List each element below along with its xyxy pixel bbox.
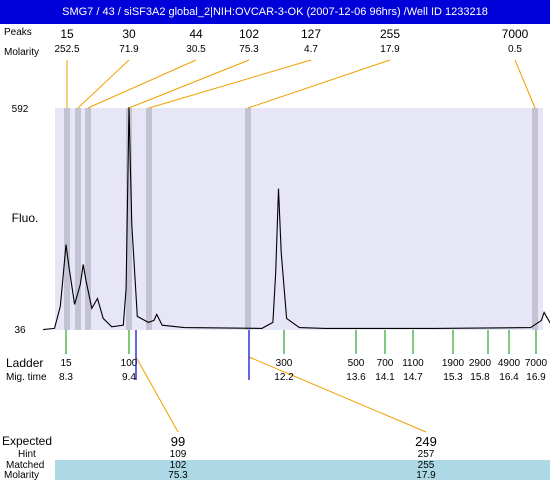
peak-callout-line: [514, 59, 536, 109]
ladder-size-label: 2900: [469, 358, 492, 369]
ladder-row-label: Ladder: [6, 356, 43, 370]
peak-size-label: 44: [189, 27, 203, 41]
ladder-size-label: 700: [377, 358, 394, 369]
ladder-size-label: 300: [276, 358, 293, 369]
peak-molarity-label: 4.7: [304, 44, 318, 55]
peak-size-label: 30: [122, 27, 136, 41]
peak-size-label: 102: [239, 27, 259, 41]
hint-value-label: 257: [418, 449, 435, 460]
peak-size-label: 15: [60, 27, 74, 41]
window-title: SMG7 / 43 / siSF3A2 global_2|NIH:OVCAR-3…: [0, 0, 550, 24]
expected-molarity-label: 75.3: [168, 470, 188, 480]
peak-band: [75, 108, 81, 330]
peaks-row-label: Peaks: [4, 27, 32, 38]
ladder-mig-time-label: 13.6: [346, 372, 366, 383]
y-tick-label: 36: [14, 325, 26, 336]
expected-size-label: 99: [171, 434, 185, 449]
matched-value-label: 102: [170, 460, 187, 471]
peak-size-label: 7000: [502, 27, 529, 41]
ladder-size-label: 1900: [442, 358, 465, 369]
peak-band: [146, 108, 152, 330]
ladder-mig-time-label: 14.7: [403, 372, 423, 383]
expected-molarity-label: 17.9: [416, 470, 436, 480]
peak-callout-line: [77, 59, 130, 109]
peak-callout-line: [87, 59, 197, 109]
ladder-size-label: 100: [121, 358, 138, 369]
matched-value-label: 255: [418, 460, 435, 471]
ladder-size-label: 500: [348, 358, 365, 369]
ladder-mig-time-label: 15.3: [443, 372, 463, 383]
y-axis-label: Fluo.: [12, 211, 39, 225]
ladder-size-label: 1100: [402, 358, 424, 369]
expected-callout-line: [135, 330, 179, 433]
expected-row-label: Expected: [2, 434, 52, 448]
expected-size-label: 249: [415, 434, 437, 449]
expected-molarity-row-label: Molarity: [4, 470, 39, 480]
peak-molarity-label: 17.9: [380, 44, 400, 55]
peak-molarity-label: 75.3: [239, 44, 259, 55]
ladder-mig-time-label: 9.4: [122, 372, 136, 383]
ladder-mig-time-label: 16.4: [499, 372, 519, 383]
peak-callout-line: [247, 59, 391, 109]
ladder-size-label: 7000: [525, 358, 548, 369]
ladder-mig-time-label: 16.9: [526, 372, 546, 383]
ladder-mig-time-label: 15.8: [470, 372, 490, 383]
peak-molarity-label: 252.5: [54, 44, 79, 55]
mig-time-row-label: Mig. time: [6, 372, 47, 383]
peak-size-label: 255: [380, 27, 400, 41]
peak-callout-line: [148, 59, 312, 109]
peak-band: [126, 108, 132, 330]
peak-molarity-label: 0.5: [508, 44, 522, 55]
peak-band: [64, 108, 70, 330]
ladder-size-label: 4900: [498, 358, 521, 369]
peak-band: [532, 108, 538, 330]
ladder-size-label: 15: [60, 358, 72, 369]
peak-molarity-label: 71.9: [119, 44, 139, 55]
peak-band: [85, 108, 91, 330]
peak-band: [245, 108, 251, 330]
molarity-row-label: Molarity: [4, 47, 39, 58]
electropherogram-chart: Peaks Molarity 15 30 44 102 127 255 7000 252.5 71.…: [2, 27, 550, 480]
peak-size-label: 127: [301, 27, 321, 41]
ladder-mig-time-label: 8.3: [59, 372, 73, 383]
trace-line: [43, 106, 550, 331]
peak-callout-line: [128, 59, 250, 109]
hint-value-label: 109: [170, 449, 187, 460]
peak-molarity-label: 30.5: [186, 44, 206, 55]
matched-row-label: Matched: [6, 460, 44, 471]
matched-molarity-band: [55, 460, 550, 480]
hint-row-label: Hint: [18, 449, 36, 460]
ladder-mig-time-label: 12.2: [274, 372, 294, 383]
ladder-mig-time-label: 14.1: [375, 372, 395, 383]
y-tick-label: 592: [12, 104, 29, 115]
